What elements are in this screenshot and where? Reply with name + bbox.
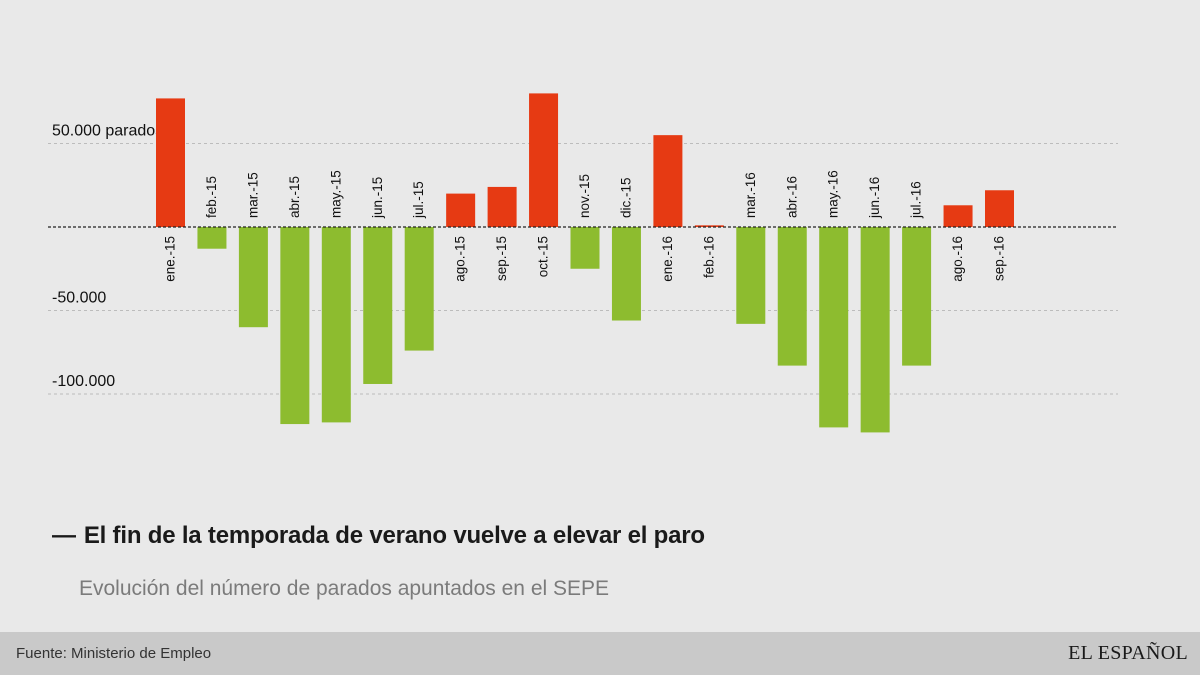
x-tick-label: may.-15 bbox=[328, 170, 343, 218]
title-text: El fin de la temporada de verano vuelve … bbox=[83, 522, 705, 549]
bar bbox=[902, 227, 932, 366]
x-tick-label: jun.-16 bbox=[867, 177, 882, 219]
bar bbox=[321, 227, 351, 423]
chart-title: — El fin de la temporada de verano vuelve… bbox=[52, 522, 705, 550]
bar bbox=[197, 227, 227, 249]
x-tick-label: may.-16 bbox=[826, 170, 841, 218]
bar bbox=[280, 227, 310, 425]
y-tick-label: -100.000 bbox=[52, 373, 115, 390]
y-tick-label: -50.000 bbox=[52, 290, 106, 307]
x-tick-label: jul.-16 bbox=[909, 181, 924, 219]
bar bbox=[736, 227, 766, 324]
footer-bar: Fuente: Ministerio de Empleo EL ESPAÑOL bbox=[0, 632, 1200, 675]
bar bbox=[529, 93, 559, 228]
bar bbox=[943, 205, 973, 227]
bar bbox=[570, 227, 600, 269]
x-tick-label: ago.-15 bbox=[453, 236, 468, 282]
x-tick-label: sep.-15 bbox=[494, 236, 509, 281]
x-tick-label: oct.-15 bbox=[536, 236, 551, 277]
brand-logo: EL ESPAÑOL bbox=[1068, 642, 1188, 664]
bar bbox=[446, 193, 476, 227]
bar bbox=[985, 190, 1014, 227]
x-tick-label: ene.-16 bbox=[660, 236, 675, 282]
x-tick-label: jul.-15 bbox=[411, 181, 426, 219]
x-tick-label: mar.-15 bbox=[245, 172, 260, 218]
bar bbox=[611, 227, 641, 321]
bar-chart: 50.000 parados -50.000 -100.000 ene.-15 feb.… bbox=[48, 93, 1118, 433]
bar bbox=[238, 227, 268, 328]
y-tick-label: 50.000 parados bbox=[52, 123, 163, 140]
chart-svg: 50.000 parados -50.000 -100.000 ene.-15 feb.… bbox=[48, 93, 1118, 433]
bar bbox=[363, 227, 393, 384]
bar bbox=[404, 227, 434, 351]
bar bbox=[860, 227, 890, 433]
x-tick-label: dic.-15 bbox=[618, 177, 633, 218]
x-tick-label: jun.-15 bbox=[370, 177, 385, 219]
chart-subtitle: Evolución del número de parados apuntado… bbox=[79, 577, 610, 600]
bar bbox=[777, 227, 807, 366]
x-tick-label: feb.-15 bbox=[204, 176, 219, 218]
x-tick-label: feb.-16 bbox=[701, 236, 716, 278]
title-dash: — bbox=[52, 522, 76, 549]
bar bbox=[487, 186, 517, 227]
x-tick-label: sep.-16 bbox=[992, 236, 1007, 281]
x-tick-label: abr.-15 bbox=[287, 176, 302, 218]
bar bbox=[694, 225, 724, 227]
x-tick-label: mar.-16 bbox=[743, 172, 758, 218]
x-tick-label: ago.-16 bbox=[950, 236, 965, 282]
bar bbox=[653, 135, 683, 227]
source-note: Fuente: Ministerio de Empleo bbox=[16, 645, 212, 662]
x-tick-label: nov.-15 bbox=[577, 174, 592, 218]
bar bbox=[819, 227, 849, 428]
x-tick-label: ene.-15 bbox=[163, 236, 178, 282]
x-tick-label: abr.-16 bbox=[784, 176, 799, 218]
bar bbox=[156, 98, 185, 227]
